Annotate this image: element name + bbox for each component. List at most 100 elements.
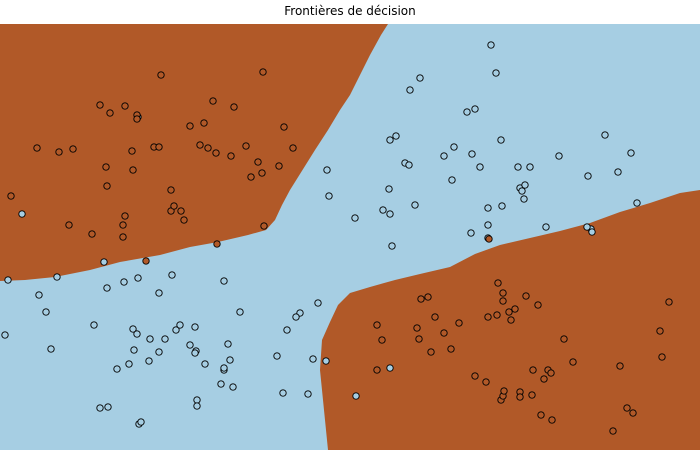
data-point-class-0-26 [584, 172, 592, 180]
data-point-class-0-74 [155, 348, 163, 356]
data-point-class-0-65 [172, 326, 180, 334]
data-point-class-0-66 [176, 321, 184, 329]
data-point-class-1-63 [499, 297, 507, 305]
data-point-class-0-97 [96, 404, 104, 412]
data-point-class-1-33 [180, 216, 188, 224]
data-point-class-0-76 [130, 346, 138, 354]
data-point-class-0-9 [386, 136, 394, 144]
data-point-class-0-64 [146, 335, 154, 343]
data-point-class-1-31 [170, 202, 178, 210]
data-point-class-0-21 [555, 152, 563, 160]
data-point-class-1-2 [259, 68, 267, 76]
data-point-class-1-41 [258, 169, 266, 177]
data-point-class-0-43 [484, 221, 492, 229]
data-point-class-1-47 [494, 279, 502, 287]
data-point-class-0-12 [450, 143, 458, 151]
data-point-class-0-80 [186, 341, 194, 349]
data-point-class-0-5 [471, 105, 479, 113]
data-point-class-1-55 [440, 329, 448, 337]
data-point-class-0-96 [104, 403, 112, 411]
data-point-class-1-65 [447, 345, 455, 353]
data-point-class-0-51 [42, 308, 50, 316]
data-point-class-0-58 [220, 277, 228, 285]
decision-region-class-1-1 [0, 24, 388, 281]
data-point-class-0-56 [168, 271, 176, 279]
data-point-class-0-28 [498, 202, 506, 210]
data-point-class-1-60 [484, 313, 492, 321]
data-point-class-0-83 [226, 356, 234, 364]
data-point-class-0-100 [352, 392, 360, 400]
data-point-class-1-40 [247, 173, 255, 181]
data-point-class-0-42 [484, 204, 492, 212]
data-point-class-0-61 [47, 345, 55, 353]
data-point-class-0-60 [1, 331, 9, 339]
data-point-class-1-12 [230, 103, 238, 111]
data-point-class-0-89 [322, 357, 330, 365]
data-point-class-1-46 [485, 235, 493, 243]
data-point-class-0-6 [463, 108, 471, 116]
data-point-class-0-47 [18, 210, 26, 218]
data-point-class-1-34 [196, 141, 204, 149]
data-point-class-0-4 [406, 86, 414, 94]
data-point-class-0-36 [411, 201, 419, 209]
data-point-class-0-93 [220, 364, 228, 372]
data-point-class-1-14 [200, 119, 208, 127]
data-point-class-0-101 [386, 364, 394, 372]
data-point-class-1-72 [528, 391, 536, 399]
data-point-class-1-68 [482, 378, 490, 386]
data-point-class-0-44 [467, 229, 475, 237]
data-point-class-0-77 [125, 360, 133, 368]
data-point-class-1-3 [96, 101, 104, 109]
data-point-class-0-8 [392, 132, 400, 140]
data-point-class-0-54 [120, 278, 128, 286]
data-point-class-1-23 [65, 221, 73, 229]
data-point-class-0-50 [35, 291, 43, 299]
data-point-class-0-23 [385, 185, 393, 193]
data-point-class-0-25 [614, 168, 622, 176]
data-point-class-1-88 [516, 393, 524, 401]
data-point-class-0-98 [279, 389, 287, 397]
data-point-class-0-33 [521, 181, 529, 189]
data-point-class-1-51 [511, 305, 519, 313]
data-point-class-1-39 [254, 158, 262, 166]
data-point-class-0-63 [133, 330, 141, 338]
data-point-class-1-24 [88, 230, 96, 238]
data-point-class-1-7 [133, 115, 141, 123]
data-point-class-1-61 [493, 311, 501, 319]
data-point-class-1-43 [289, 144, 297, 152]
data-point-class-1-57 [378, 336, 386, 344]
data-point-class-1-86 [548, 416, 556, 424]
data-point-class-1-66 [373, 366, 381, 374]
data-point-class-1-28 [142, 257, 150, 265]
data-point-class-1-13 [186, 122, 194, 130]
data-point-class-1-36 [212, 149, 220, 157]
data-point-class-0-40 [583, 223, 591, 231]
data-point-class-1-49 [522, 292, 530, 300]
data-point-class-0-24 [448, 176, 456, 184]
data-point-class-0-52 [100, 258, 108, 266]
data-point-class-1-21 [103, 182, 111, 190]
data-point-class-1-76 [547, 369, 555, 377]
data-point-class-0-18 [476, 163, 484, 171]
data-point-class-1-50 [534, 301, 542, 309]
data-point-class-0-49 [53, 273, 61, 281]
data-point-class-0-68 [236, 308, 244, 316]
data-point-class-1-91 [415, 335, 423, 343]
data-point-class-0-37 [351, 214, 359, 222]
data-point-class-1-81 [665, 298, 673, 306]
data-point-class-0-27 [526, 163, 534, 171]
data-point-class-1-82 [629, 409, 637, 417]
data-point-class-0-57 [155, 289, 163, 297]
data-point-class-1-52 [507, 316, 515, 324]
data-point-class-1-56 [455, 319, 463, 327]
data-point-class-1-67 [471, 372, 479, 380]
data-point-class-0-39 [542, 223, 550, 231]
data-point-class-1-79 [658, 353, 666, 361]
data-point-class-0-85 [201, 360, 209, 368]
data-point-class-0-17 [405, 161, 413, 169]
data-point-class-1-64 [427, 348, 435, 356]
data-point-class-1-8 [33, 144, 41, 152]
data-point-class-1-19 [129, 166, 137, 174]
data-point-class-0-59 [90, 321, 98, 329]
data-point-class-1-84 [623, 404, 631, 412]
